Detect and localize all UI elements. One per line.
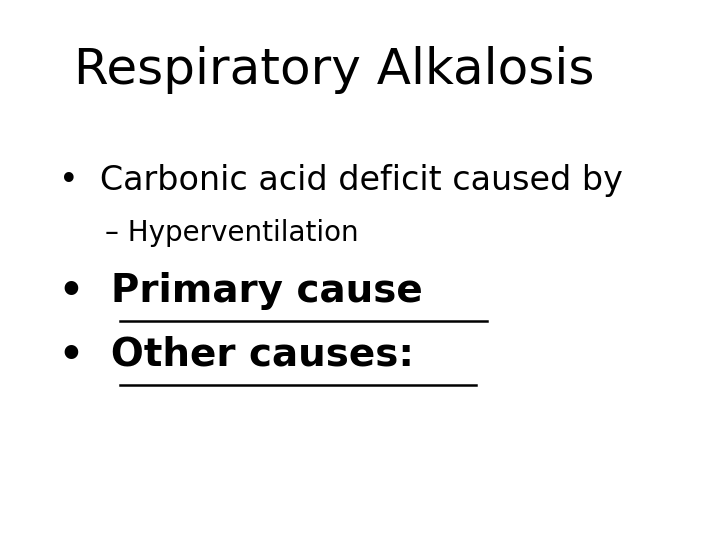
Text: •  Carbonic acid deficit caused by: • Carbonic acid deficit caused by <box>59 164 624 197</box>
Text: •  Primary cause: • Primary cause <box>59 272 423 310</box>
Text: •  Other causes:: • Other causes: <box>59 335 415 373</box>
Text: Respiratory Alkalosis: Respiratory Alkalosis <box>74 46 595 94</box>
Text: – Hyperventilation: – Hyperventilation <box>105 219 359 247</box>
